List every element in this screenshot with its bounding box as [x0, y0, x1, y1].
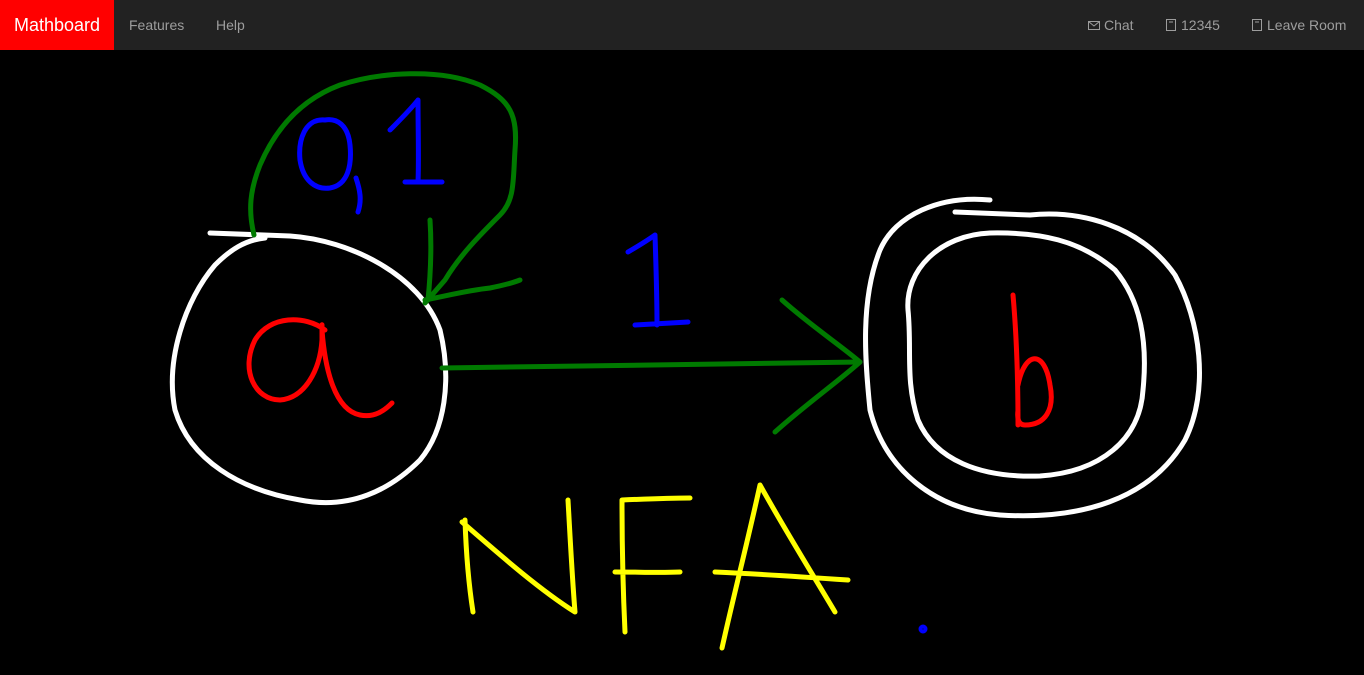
stroke	[863, 196, 1202, 519]
nav-link[interactable]: Chat	[1088, 0, 1134, 50]
nav-label: Leave Room	[1267, 17, 1347, 33]
nav-link[interactable]: Leave Room	[1252, 0, 1346, 50]
brand[interactable]: Mathboard	[0, 0, 114, 50]
stroke	[439, 297, 863, 435]
book-icon	[1252, 19, 1262, 31]
stroke	[248, 71, 523, 306]
stroke	[297, 97, 445, 215]
nav-label: 12345	[1181, 17, 1220, 33]
dot	[918, 624, 928, 634]
nav-link[interactable]: Help	[216, 17, 245, 33]
stroke	[905, 230, 1147, 479]
book-icon	[1166, 19, 1176, 31]
nav-label: Chat	[1104, 17, 1134, 33]
stroke	[459, 497, 578, 615]
stroke	[169, 230, 449, 506]
navbar: Mathboard Features Help Chat 12345 Leave…	[0, 0, 1364, 50]
stroke	[246, 317, 395, 419]
nav-link[interactable]: 12345	[1166, 0, 1220, 50]
drawing-board[interactable]	[0, 50, 1364, 675]
stroke	[612, 495, 693, 635]
nav-link[interactable]: Features	[129, 17, 185, 33]
envelope-icon	[1088, 21, 1100, 30]
stroke	[625, 232, 691, 328]
stroke	[1010, 292, 1054, 428]
stroke	[712, 482, 851, 651]
